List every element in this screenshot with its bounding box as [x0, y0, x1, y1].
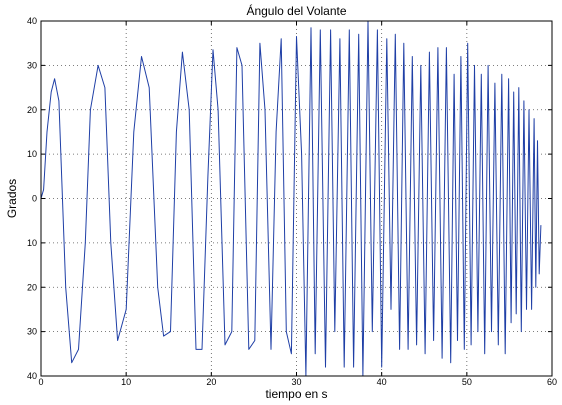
y-tick-label: 0: [32, 194, 37, 204]
x-tick-label: 0: [38, 377, 43, 387]
y-tick-label: 20: [27, 105, 37, 115]
x-tick-label: 20: [206, 377, 216, 387]
y-axis-label: Grados: [5, 179, 19, 218]
series-line-0: [40, 20, 542, 377]
x-tick-label: 50: [462, 377, 472, 387]
y-tick-label: 40: [27, 16, 37, 26]
series-layer: [40, 20, 542, 377]
x-tick-label: 40: [377, 377, 387, 387]
chart-title: Ángulo del Volante: [246, 3, 346, 18]
y-tick-label: 30: [27, 60, 37, 70]
y-tick-label: 10: [27, 238, 37, 248]
y-tick-label: 40: [27, 371, 37, 381]
x-tick-label: 30: [291, 377, 301, 387]
x-axis-label: tiempo en s: [265, 387, 327, 401]
axis-ticks: 0 10 20 30 40 50 60 40 30 20 10 0 10 20 30 40: [27, 16, 557, 387]
y-tick-label: 20: [27, 282, 37, 292]
grid-lines: [41, 21, 552, 376]
x-tick-label: 10: [121, 377, 131, 387]
y-tick-label: 30: [27, 327, 37, 337]
y-tick-label: 10: [27, 149, 37, 159]
x-tick-label: 60: [547, 377, 557, 387]
